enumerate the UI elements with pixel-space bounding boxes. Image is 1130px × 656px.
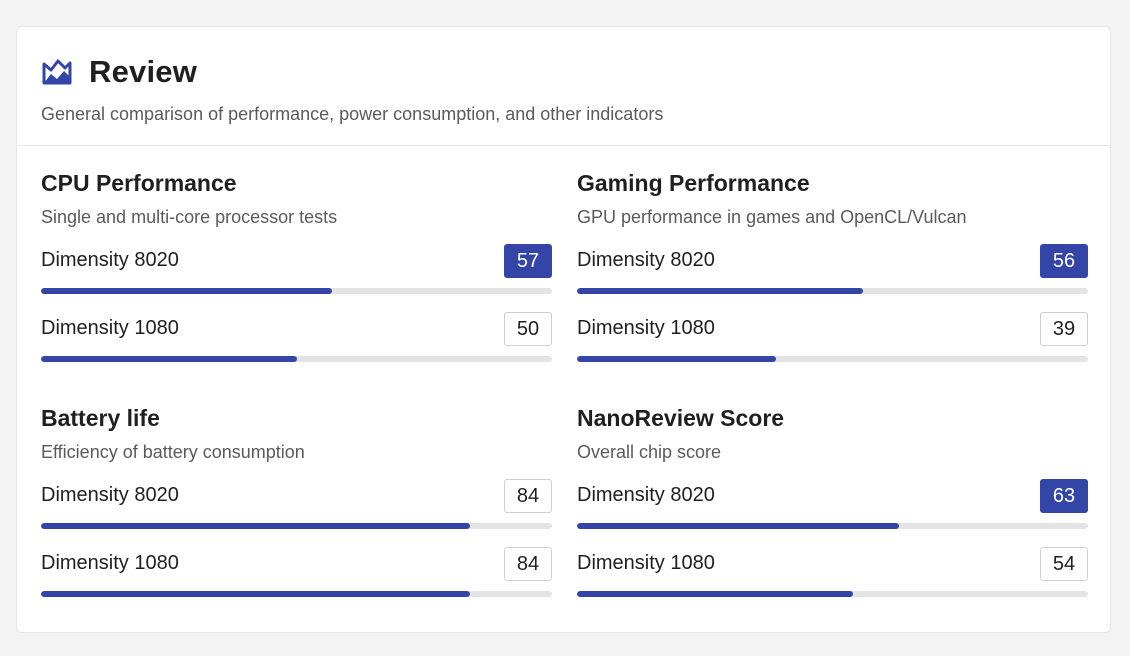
score-bar-track (41, 523, 552, 529)
chip-name: Dimensity 1080 (577, 317, 715, 339)
score-bar-fill (577, 288, 864, 294)
title-row: Review (41, 54, 197, 90)
score-bar-track (41, 288, 552, 294)
section-title: CPU Performance (41, 170, 237, 196)
score-bar-track (577, 591, 1088, 597)
chip-name: Dimensity 8020 (41, 249, 179, 271)
section-description: GPU performance in games and OpenCL/Vulc… (577, 207, 967, 227)
score-badge: 39 (1040, 312, 1088, 346)
comparison-row: Dimensity 8020 56 (577, 244, 1088, 294)
score-bar-fill (41, 591, 471, 597)
section-description: Single and multi-core processor tests (41, 207, 338, 227)
comparison-row: Dimensity 1080 54 (577, 547, 1088, 597)
comparison-row: Dimensity 8020 63 (577, 479, 1088, 529)
chip-name: Dimensity 1080 (41, 552, 179, 574)
score-badge: 63 (1040, 479, 1088, 513)
score-bar-track (41, 356, 552, 362)
chip-name: Dimensity 1080 (41, 317, 179, 339)
section-title: Gaming Performance (577, 170, 810, 196)
score-bar-fill (41, 288, 333, 294)
chip-name: Dimensity 8020 (577, 484, 715, 506)
comparison-row: Dimensity 8020 57 (41, 244, 552, 294)
score-bar-fill (577, 591, 853, 597)
score-bar-fill (577, 356, 777, 362)
chip-name: Dimensity 1080 (577, 552, 715, 574)
comparison-row: Dimensity 1080 50 (41, 312, 552, 362)
comparison-row: Dimensity 1080 39 (577, 312, 1088, 362)
review-header: Review General comparison of performance… (17, 27, 1110, 146)
comparison-row: Dimensity 1080 84 (41, 547, 552, 597)
review-card: Review General comparison of performance… (16, 26, 1111, 633)
section-title: NanoReview Score (577, 405, 785, 431)
score-bar-fill (41, 356, 297, 362)
score-badge: 84 (504, 479, 552, 513)
score-badge: 57 (504, 244, 552, 278)
page-title: Review (89, 54, 198, 89)
section-title: Battery life (41, 405, 160, 431)
score-bar-track (577, 356, 1088, 362)
section-description: Overall chip score (577, 442, 722, 462)
page-subtitle: General comparison of performance, power… (41, 104, 664, 124)
section-description: Efficiency of battery consumption (41, 442, 305, 462)
chip-name: Dimensity 8020 (41, 484, 179, 506)
review-chart-icon (42, 59, 72, 85)
score-badge: 84 (504, 547, 552, 581)
score-bar-track (577, 523, 1088, 529)
score-badge: 56 (1040, 244, 1088, 278)
score-bar-fill (577, 523, 899, 529)
score-badge: 54 (1040, 547, 1088, 581)
comparison-row: Dimensity 8020 84 (41, 479, 552, 529)
score-bar-track (41, 591, 552, 597)
score-bar-fill (41, 523, 471, 529)
score-bar-track (577, 288, 1088, 294)
chip-name: Dimensity 8020 (577, 249, 715, 271)
score-badge: 50 (504, 312, 552, 346)
